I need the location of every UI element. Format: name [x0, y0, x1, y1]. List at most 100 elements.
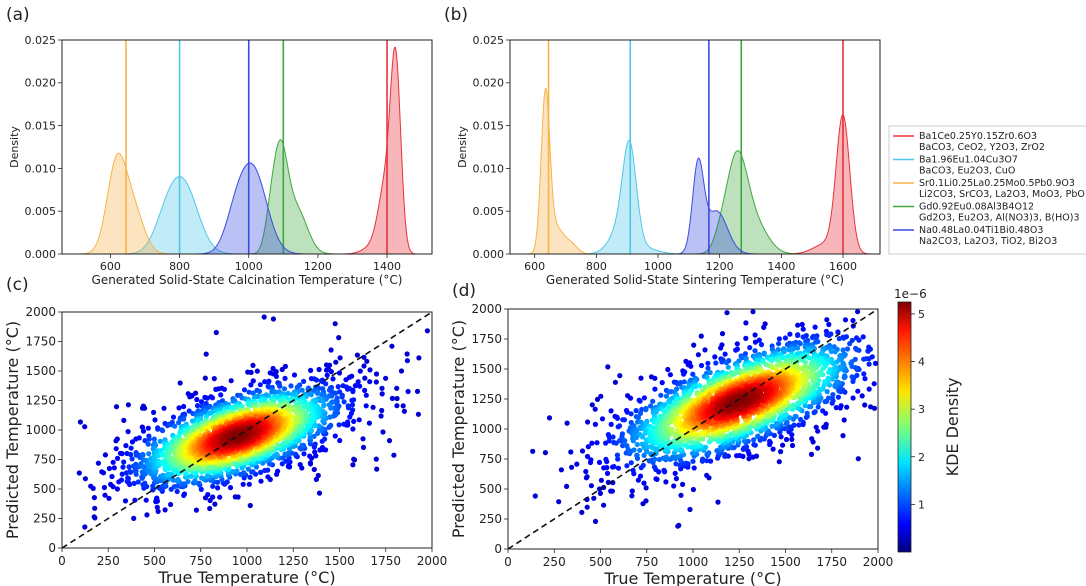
x-tick-label: 1000 [644, 260, 672, 273]
data-point [113, 446, 119, 452]
data-point [322, 436, 328, 442]
x-tick-label: 500 [143, 554, 166, 568]
data-point [389, 395, 395, 401]
y-tick-label: 1250 [471, 392, 502, 406]
x-axis-label: Generated Solid-State Sintering Temperat… [546, 273, 844, 287]
data-point [316, 490, 323, 496]
data-point [379, 407, 385, 414]
data-point [597, 490, 604, 496]
data-point [652, 375, 658, 381]
data-point [204, 395, 210, 401]
data-point [205, 492, 211, 498]
data-point [546, 415, 553, 421]
data-point [141, 464, 147, 470]
data-point [206, 424, 213, 430]
data-point [585, 419, 591, 425]
data-point [542, 450, 549, 456]
data-point [776, 341, 782, 347]
data-point [394, 385, 400, 391]
data-point [122, 498, 129, 504]
data-point [155, 508, 161, 514]
data-point [123, 443, 129, 449]
data-point [631, 447, 637, 453]
data-point [82, 524, 88, 530]
y-tick-label: 250 [33, 512, 56, 526]
data-point [653, 476, 659, 482]
data-point [145, 441, 151, 447]
data-point [161, 405, 167, 411]
data-point [373, 379, 379, 385]
data-point [628, 460, 634, 466]
y-tick-label: 750 [33, 453, 56, 467]
data-point [813, 424, 819, 430]
data-point [826, 332, 832, 338]
data-point [301, 451, 307, 457]
data-point [279, 366, 285, 373]
x-tick-label: 1500 [324, 554, 355, 568]
data-point [579, 509, 585, 515]
data-point [389, 343, 395, 349]
data-point [194, 403, 201, 409]
data-point [194, 396, 200, 403]
data-point [340, 383, 346, 389]
data-point [680, 481, 686, 487]
data-point [652, 386, 658, 392]
data-point [414, 388, 421, 394]
data-point [207, 505, 213, 512]
data-point [624, 463, 630, 469]
data-point [282, 363, 288, 369]
data-point [275, 468, 281, 474]
data-point [374, 466, 380, 472]
data-point [834, 379, 840, 385]
data-point [247, 474, 253, 480]
data-point [627, 395, 634, 401]
data-point [630, 467, 636, 473]
data-point [282, 451, 288, 457]
data-point [723, 360, 730, 366]
data-point [152, 417, 158, 423]
data-point [394, 395, 400, 402]
data-point [95, 460, 101, 466]
data-point [809, 436, 815, 442]
data-point [181, 403, 187, 410]
data-point [734, 453, 740, 459]
data-point [230, 469, 236, 475]
data-point [676, 522, 682, 529]
data-point [109, 473, 115, 480]
x-tick-label: 1000 [678, 555, 709, 569]
y-tick-label: 0.010 [473, 162, 505, 175]
density-area-3 [692, 150, 807, 255]
y-tick-label: 1500 [471, 362, 502, 376]
data-point [144, 512, 150, 518]
data-point [611, 464, 617, 470]
data-point [350, 462, 356, 468]
y-tick-label: 0.000 [25, 248, 57, 261]
density-area-1 [577, 139, 695, 255]
data-point [256, 388, 263, 394]
data-point [795, 345, 801, 351]
data-point [812, 409, 818, 415]
data-point [288, 383, 294, 389]
data-point [312, 441, 318, 447]
data-point [616, 423, 623, 429]
data-point [373, 371, 380, 377]
data-point [394, 403, 400, 409]
data-point [215, 485, 221, 491]
data-point [635, 414, 642, 421]
data-point [847, 341, 853, 347]
data-point [142, 480, 148, 486]
data-point [405, 388, 411, 395]
data-point [698, 362, 705, 369]
data-point [850, 317, 856, 324]
data-point [769, 423, 775, 429]
data-point [337, 437, 343, 444]
density-area-4 [192, 162, 309, 255]
data-point [605, 364, 611, 370]
data-point [697, 383, 703, 389]
data-point [691, 342, 697, 348]
data-point [341, 399, 347, 405]
data-point [530, 448, 536, 454]
data-point [678, 492, 684, 498]
data-point [871, 381, 877, 387]
data-point [391, 452, 397, 458]
